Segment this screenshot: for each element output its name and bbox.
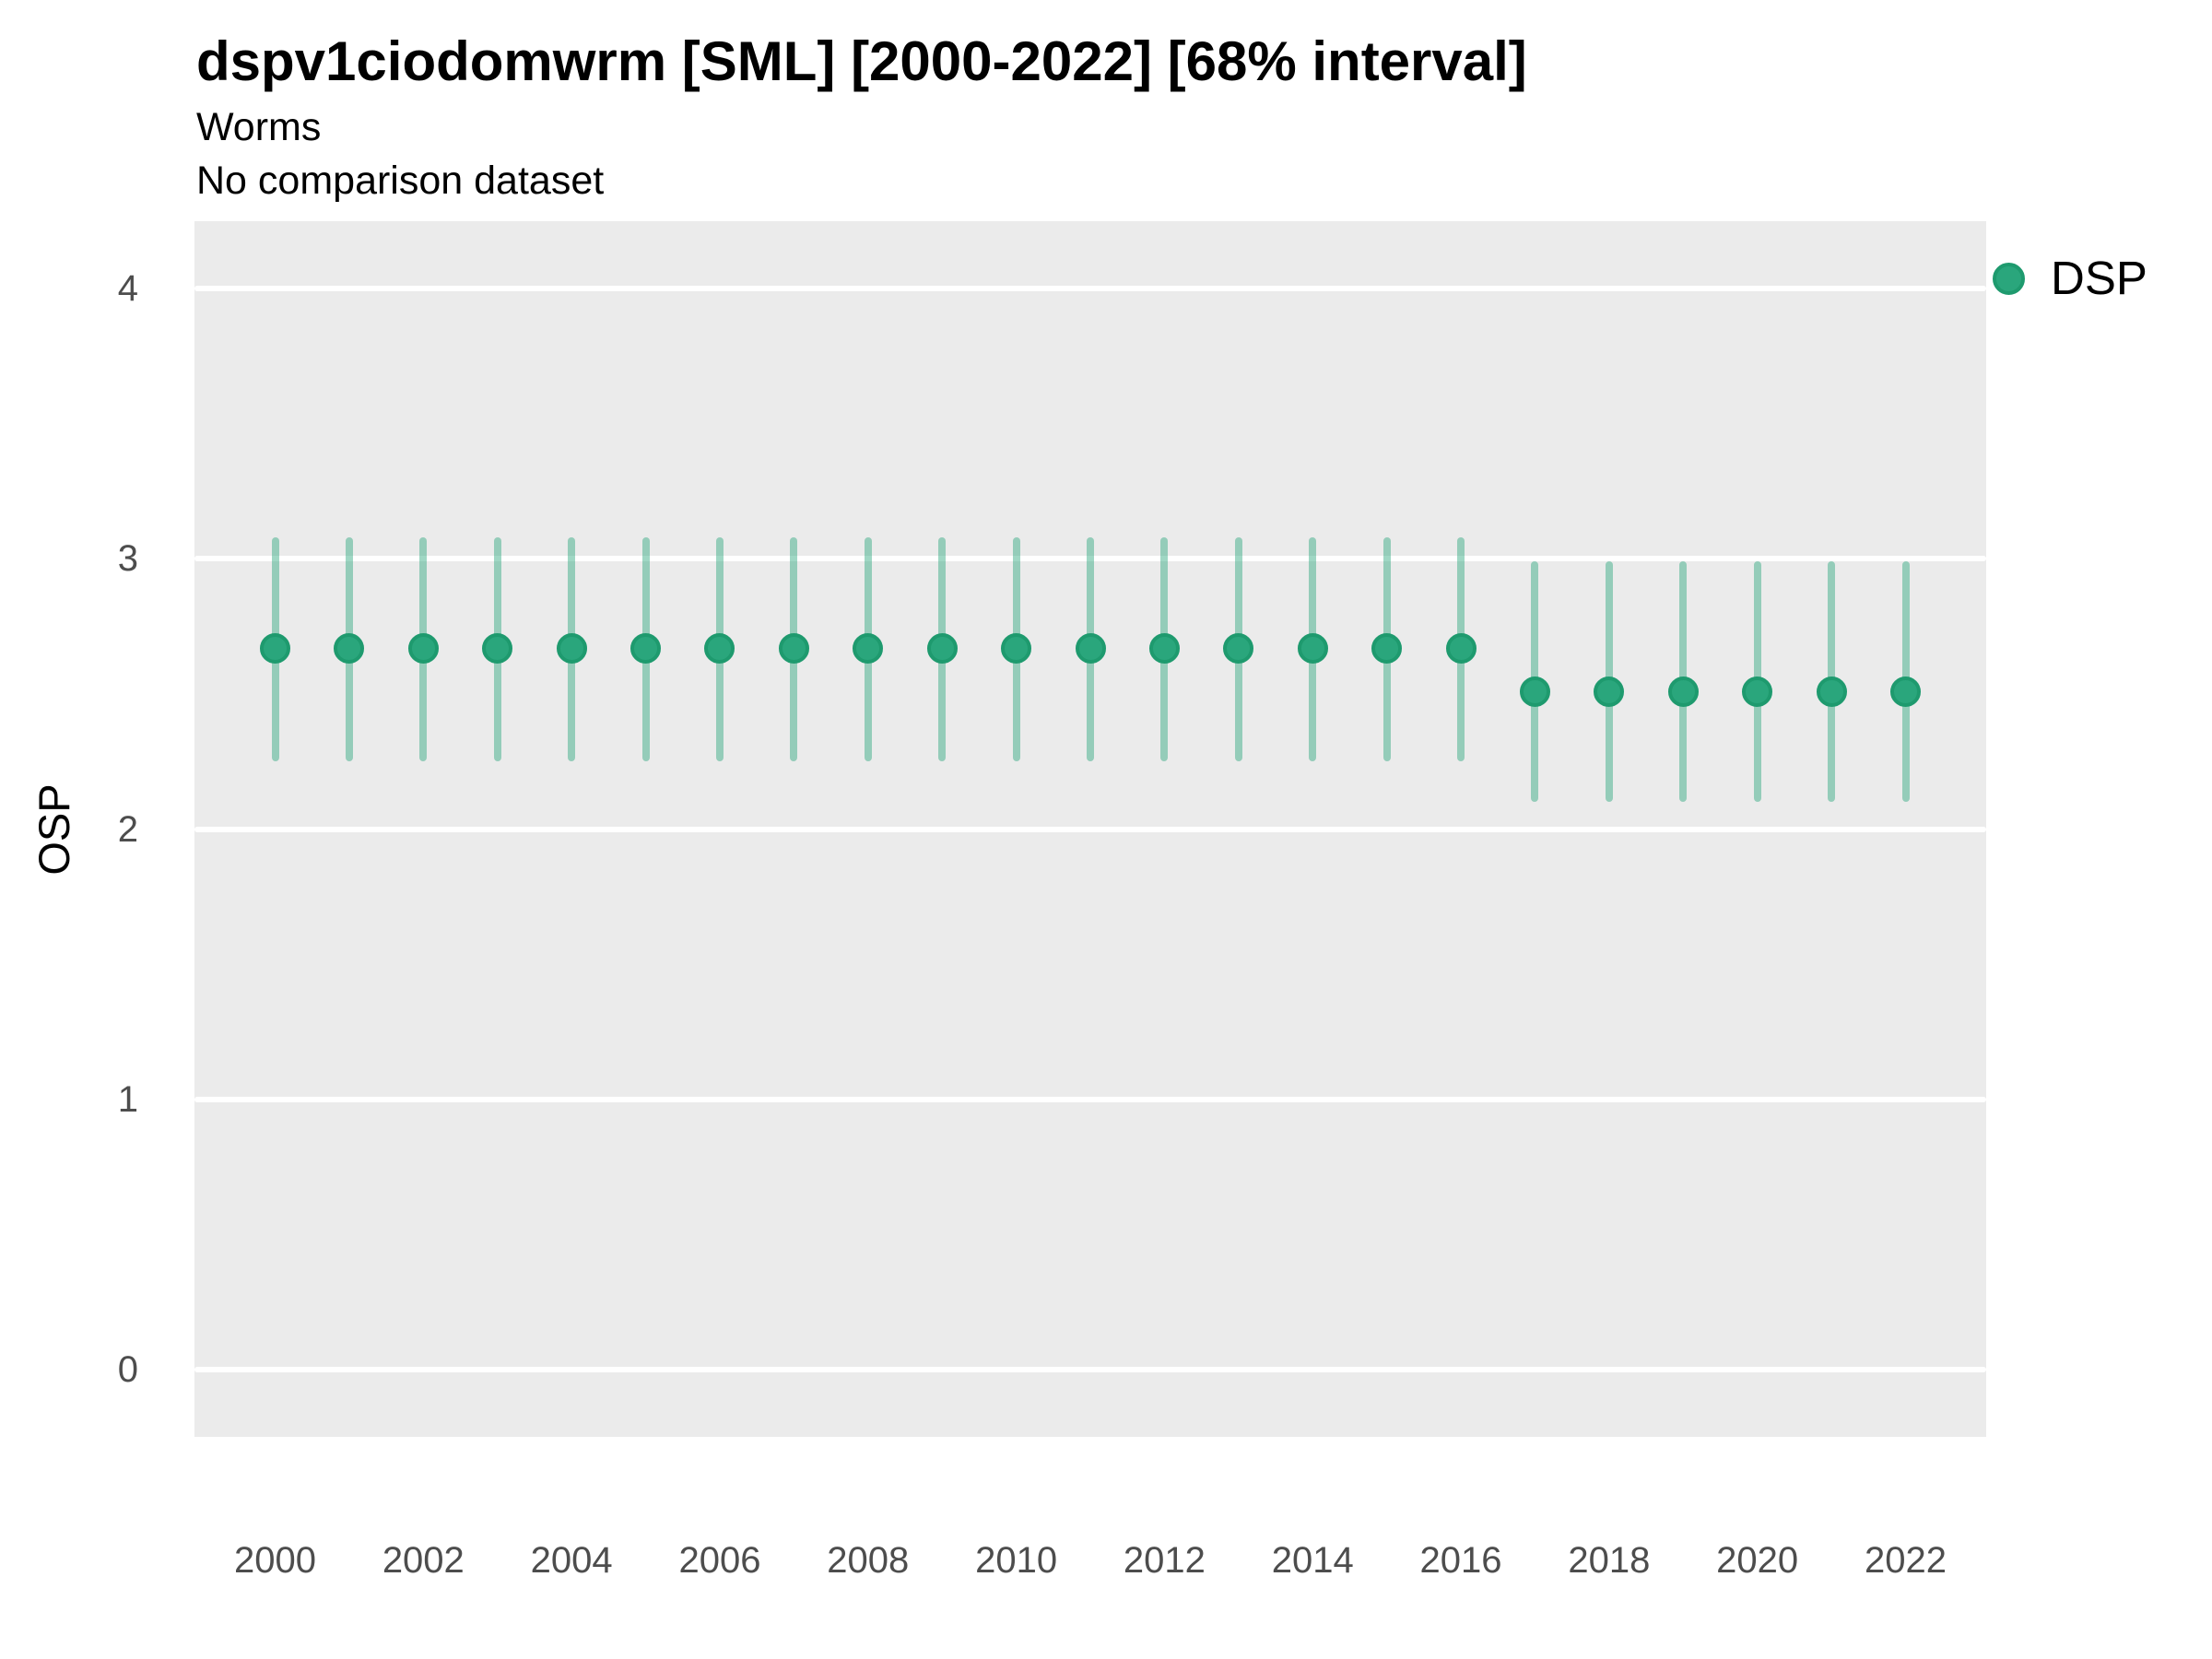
x-tick-label: 2002 xyxy=(382,1540,465,1581)
point-marker xyxy=(1742,676,1773,707)
point-marker xyxy=(407,632,439,664)
chart-title: dspv1ciodomwrm [SML] [2000-2022] [68% in… xyxy=(196,30,1527,92)
gridline-y-4 xyxy=(194,286,1986,292)
point-marker xyxy=(556,632,587,664)
point-marker xyxy=(926,632,958,664)
gridline-y-0 xyxy=(194,1366,1986,1372)
point-marker xyxy=(853,632,884,664)
x-tick-label: 2022 xyxy=(1865,1540,1947,1581)
x-tick-label: 2004 xyxy=(530,1540,613,1581)
point-marker xyxy=(778,632,809,664)
point-marker xyxy=(1816,676,1847,707)
legend: DSP xyxy=(1993,251,2147,306)
point-marker xyxy=(260,632,290,664)
y-tick-label: 1 xyxy=(117,1078,138,1120)
point-marker xyxy=(1297,632,1328,664)
point-marker xyxy=(1001,632,1032,664)
comparison-note: No comparison dataset xyxy=(196,159,605,203)
point-marker xyxy=(1519,676,1550,707)
point-marker xyxy=(1667,676,1699,707)
x-tick-label: 2018 xyxy=(1568,1540,1651,1581)
point-marker xyxy=(630,632,662,664)
point-marker xyxy=(1445,632,1477,664)
x-tick-label: 2020 xyxy=(1716,1540,1799,1581)
point-marker xyxy=(1148,632,1180,664)
legend-label: DSP xyxy=(2051,252,2147,304)
gridline-y-2 xyxy=(194,826,1986,832)
point-marker xyxy=(1223,632,1254,664)
point-marker xyxy=(704,632,735,664)
x-tick-label: 2014 xyxy=(1271,1540,1354,1581)
y-tick-label: 0 xyxy=(117,1348,138,1390)
chart-subtitle: Worms xyxy=(196,105,322,149)
point-marker xyxy=(1075,632,1106,664)
plot-panel xyxy=(194,221,1986,1437)
y-tick-label: 2 xyxy=(117,808,138,850)
x-tick-label: 2000 xyxy=(234,1540,316,1581)
x-tick-label: 2008 xyxy=(827,1540,910,1581)
gridline-y-3 xyxy=(194,556,1986,562)
y-tick-label: 3 xyxy=(117,538,138,580)
point-marker xyxy=(334,632,365,664)
point-marker xyxy=(1371,632,1403,664)
point-marker xyxy=(482,632,513,664)
point-marker xyxy=(1890,676,1921,707)
x-tick-label: 2012 xyxy=(1123,1540,1206,1581)
gridline-y-1 xyxy=(194,1096,1986,1102)
x-tick-label: 2010 xyxy=(975,1540,1058,1581)
point-marker xyxy=(1594,676,1625,707)
y-tick-label: 4 xyxy=(117,268,138,310)
x-tick-label: 2006 xyxy=(678,1540,761,1581)
legend-point-icon xyxy=(1993,262,2025,295)
x-tick-label: 2016 xyxy=(1419,1540,1502,1581)
